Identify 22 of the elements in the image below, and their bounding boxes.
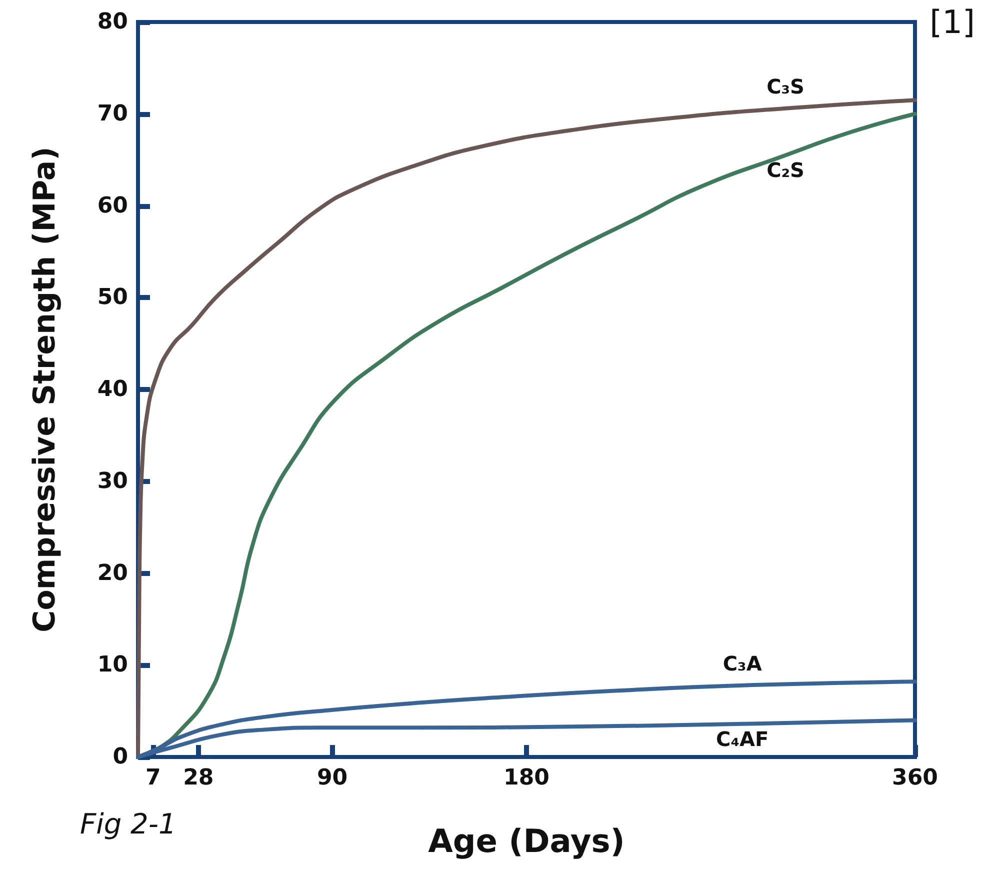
text: [1]	[930, 3, 975, 41]
x-tick-label: 90	[316, 766, 348, 790]
x-tick-label: 28	[183, 766, 214, 790]
y-tick-label: 60	[97, 193, 128, 218]
y-tick-label: 30	[97, 468, 128, 494]
series-label: C₃S	[766, 74, 804, 98]
y-tick-label: 40	[97, 377, 128, 402]
series-label: C₃A	[722, 651, 762, 676]
x-axis-title: Age (Days)	[428, 822, 625, 860]
x-tick-label: 180	[504, 766, 550, 790]
x-tick-label: 360	[892, 766, 938, 790]
y-tick-label: 70	[97, 101, 128, 126]
y-tick-label: 50	[97, 285, 128, 310]
y-axis-title: Compressive Strength (MPa)	[28, 146, 62, 632]
caption: Fig 2-1	[80, 808, 176, 840]
y-tick-label: 80	[97, 10, 128, 34]
x-tick-label: 7	[145, 766, 161, 790]
series-label: C₂S	[766, 158, 804, 182]
y-tick-label: 20	[97, 560, 128, 586]
series-label: C₄AF	[716, 726, 769, 751]
y-tick-label: 0	[112, 744, 128, 770]
y-tick-label: 10	[97, 652, 128, 678]
